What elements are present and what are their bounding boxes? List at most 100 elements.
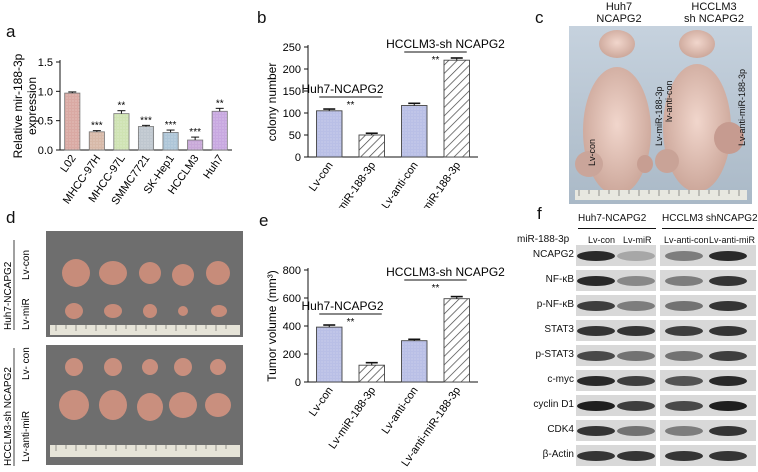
tumor-right-right	[714, 122, 744, 154]
b-ytick-label: 50	[289, 130, 301, 142]
e-significance: **	[347, 317, 355, 328]
wb-blot-strip	[576, 420, 756, 441]
tumor-d5	[206, 261, 230, 285]
wb-protein-label: c-myc	[547, 374, 574, 385]
wb-band	[577, 376, 615, 386]
wb-band	[617, 351, 655, 361]
wb-band	[577, 426, 615, 436]
a-ylabel-1: Relative mir-188-3p	[11, 53, 25, 158]
tumor-right-left	[655, 149, 679, 173]
tumor-d17	[99, 390, 127, 420]
b-bar	[443, 59, 470, 158]
b-ytick-label: 200	[283, 64, 301, 76]
tumor-d18	[137, 393, 163, 421]
e-ytick-label: 0	[295, 377, 301, 389]
tumor-d19	[169, 392, 197, 418]
wb-band	[665, 251, 703, 261]
b-ylabel: colony number	[265, 63, 279, 142]
label-lv-mir: Lv-miR-188-3p	[654, 86, 664, 146]
tumor-d16	[59, 390, 89, 420]
a-ytick-label: 0.5	[38, 116, 53, 128]
b-ytick-label: 150	[283, 86, 301, 98]
wb-band	[709, 276, 747, 286]
wb-lane-1: Lv-con	[588, 235, 616, 245]
wb-band	[665, 276, 703, 286]
a-category-label: Huh7	[201, 153, 226, 181]
wb-band	[617, 326, 655, 336]
tumor-d13	[142, 359, 158, 375]
wb-band	[617, 251, 655, 261]
wb-group-right: HCCLM3 shNCAPG2	[662, 213, 758, 224]
tumor-d4	[172, 264, 194, 286]
c-header-left: Huh7 NCAPG2	[589, 1, 649, 25]
wb-blot-strip	[576, 445, 756, 466]
wb-blot-strip	[576, 370, 756, 391]
a-bar	[113, 113, 130, 151]
tumor-left-lower	[575, 151, 603, 177]
a-significance: ***	[189, 127, 201, 138]
wb-band	[577, 251, 615, 261]
wb-band	[577, 276, 615, 286]
wb-group-left-line	[578, 228, 656, 229]
e-group-label: HCCLM3-sh NCAPG2	[386, 265, 505, 279]
wb-blot-strip	[576, 245, 756, 266]
tumor-d14	[174, 358, 192, 376]
panel-d-tumor-photo-top	[46, 231, 243, 337]
wb-blot-strip	[576, 270, 756, 291]
wb-row-header: miR-188-3p	[517, 234, 570, 245]
wb-protein-label: STAT3	[544, 324, 574, 335]
wb-band	[617, 301, 655, 311]
panel-letter-c: c	[535, 8, 544, 27]
wb-blot-strip	[576, 345, 756, 366]
e-ytick-label: 200	[283, 349, 301, 361]
wb-band	[617, 426, 655, 436]
a-bar	[211, 110, 228, 151]
e-bar	[316, 326, 343, 383]
panel-letter-f: f	[537, 204, 542, 223]
b-category-label: Lv-con	[307, 160, 336, 194]
a-significance: ***	[91, 121, 103, 132]
wb-band	[709, 451, 747, 461]
e-bar	[358, 364, 385, 383]
ruler	[575, 190, 747, 200]
panel-letter-a: a	[6, 22, 16, 41]
d-row-lvmir: Lv-miR	[21, 298, 32, 330]
wb-band	[709, 401, 747, 411]
wb-band	[577, 351, 615, 361]
b-bar	[401, 105, 428, 158]
d-row-lvantimir: Lv-anti-miR	[21, 411, 32, 462]
wb-band	[617, 451, 655, 461]
wb-protein-label: cyclin D1	[533, 399, 574, 410]
mice-illustration: Lv-con Lv-miR-188-3p lv-anti-con Lv-anti…	[569, 26, 752, 204]
ruler-d-bottom	[50, 445, 240, 457]
label-lv-anti-mir: Lv-anti-miR-188-3p	[737, 69, 747, 146]
panel-letter-e: e	[259, 211, 269, 230]
wb-protein-label: p-NF-κB	[536, 299, 574, 310]
wb-band	[665, 451, 703, 461]
wb-band	[617, 276, 655, 286]
d-row-lvcon2: Lv- con	[21, 347, 32, 380]
tumor-d9	[178, 306, 188, 316]
a-ytick-label: 1.0	[38, 86, 53, 98]
a-bar	[162, 132, 179, 151]
wb-lane-3: Lv-anti-con	[664, 235, 709, 245]
wb-blot-strip	[576, 295, 756, 316]
a-bar	[64, 92, 81, 151]
a-significance: ***	[165, 120, 177, 131]
label-lv-anti-con: lv-anti-con	[664, 80, 674, 122]
a-significance: **	[118, 101, 126, 112]
b-group-label: Huh7-NCAPG2	[301, 82, 383, 96]
a-ytick-label: 1.5	[38, 57, 53, 69]
wb-group-left: Huh7-NCAPG2	[578, 213, 647, 224]
label-lv-con: Lv-con	[587, 139, 597, 166]
e-category-label: Lv-con	[307, 385, 336, 419]
b-bar	[316, 110, 343, 158]
a-ytick-label: 0.0	[38, 145, 53, 157]
wb-band	[709, 251, 747, 261]
wb-band	[665, 301, 703, 311]
b-ytick-label: 0	[295, 152, 301, 164]
tumor-d6	[65, 303, 83, 319]
wb-band	[577, 301, 615, 311]
wb-band	[617, 376, 655, 386]
e-significance: **	[432, 283, 440, 294]
